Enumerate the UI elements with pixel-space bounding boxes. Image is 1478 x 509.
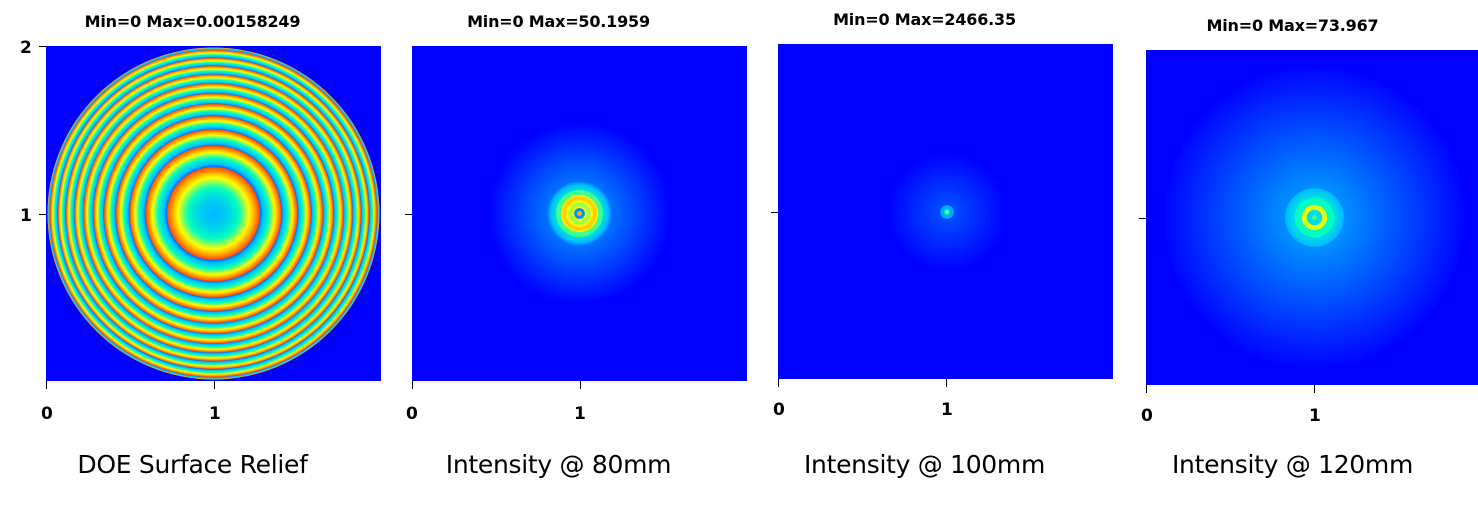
panel-stats: Min=0 Max=50.1959: [467, 12, 650, 31]
heatmap-ring: [1313, 216, 1316, 219]
x-tick-label: 0: [773, 400, 785, 420]
heatmap-svg: [1146, 50, 1478, 385]
intensity-pattern: [429, 63, 730, 364]
panel-caption: DOE Surface Relief: [77, 450, 308, 479]
x-tick-label: 0: [1141, 406, 1153, 426]
panel-caption: Intensity @ 120mm: [1171, 450, 1414, 479]
panel-intensity-80mm: Min=0 Max=50.1959 0 1 Intensity @ 80mm: [374, 0, 747, 509]
x-tick-label: 1: [1309, 406, 1321, 426]
heatmap-svg: [778, 44, 1113, 379]
x-tick-label: 1: [941, 400, 953, 420]
heatmap-ring: [946, 211, 948, 213]
x-tick-label: 1: [209, 404, 221, 424]
panel-intensity-100mm: Min=0 Max=2466.35 0 1 Intensity @ 100mm: [740, 0, 1113, 509]
panel-doe-surface-relief: Min=0 Max=0.00158249 0 1 2 1 DOE Surface…: [8, 0, 381, 509]
heatmap-svg: [46, 46, 381, 381]
heatmap-plot: [1146, 50, 1478, 385]
heatmap-ring: [213, 213, 214, 214]
panel-stats: Min=0 Max=73.967: [1206, 16, 1379, 35]
heatmap-svg: [412, 46, 747, 381]
y-tick-label: 1: [20, 206, 32, 226]
intensity-pattern: [887, 152, 1007, 272]
panel-intensity-120mm: Min=0 Max=73.967 0 1 Intensity @ 120mm: [1108, 0, 1478, 509]
panel-stats: Min=0 Max=0.00158249: [84, 12, 301, 31]
panel-caption: Intensity @ 80mm: [445, 450, 672, 479]
panel-caption: Intensity @ 100mm: [803, 450, 1046, 479]
x-tick-label: 0: [406, 404, 418, 424]
x-tick-label: 0: [41, 404, 53, 424]
heatmap-ring: [578, 212, 581, 215]
heatmap-plot: [412, 46, 747, 381]
y-tick-label: 2: [20, 38, 32, 58]
intensity-pattern: [1164, 67, 1465, 368]
x-tick-label: 1: [574, 404, 586, 424]
relief-rings: [47, 47, 380, 380]
heatmap-plot: [46, 46, 381, 381]
heatmap-plot: [778, 44, 1113, 379]
panel-stats: Min=0 Max=2466.35: [833, 10, 1016, 29]
